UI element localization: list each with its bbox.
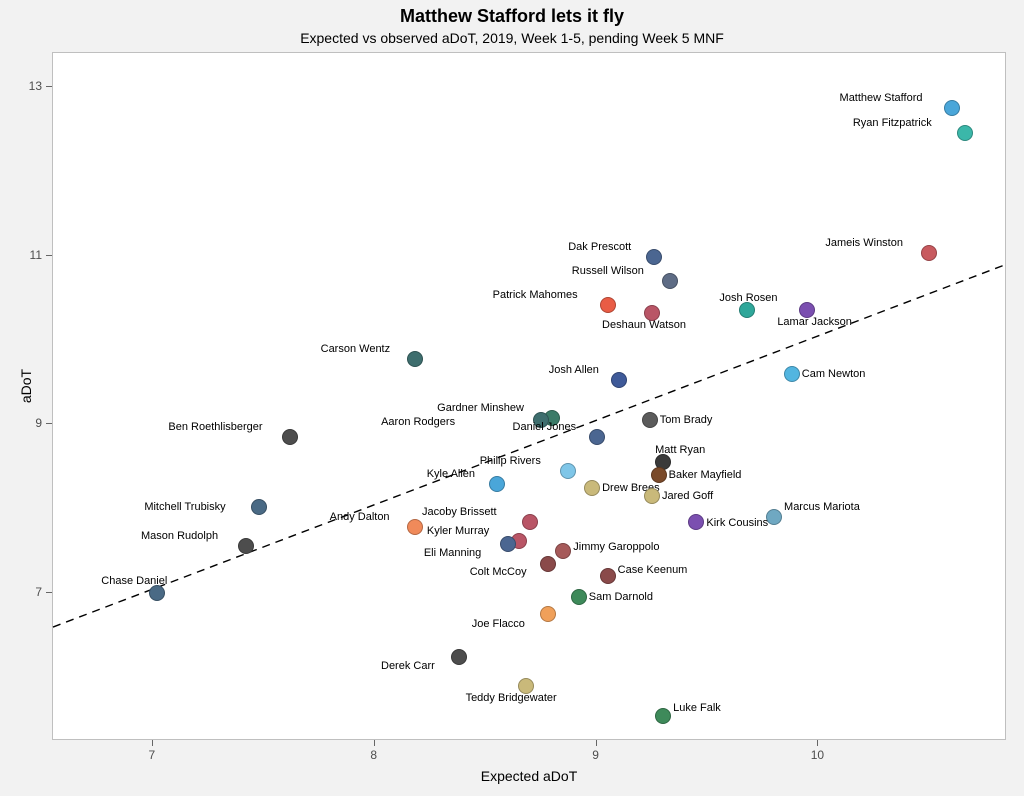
x-axis-label: Expected aDoT [52,768,1006,784]
data-point-label: Baker Mayfield [669,469,742,481]
data-point-label: Case Keenum [618,564,688,576]
x-tick-mark [596,740,597,746]
data-point-label: Derek Carr [381,660,435,672]
data-point-label: Mason Rudolph [141,530,218,542]
data-point-label: Josh Allen [549,364,599,376]
data-point [642,412,658,428]
plot-panel: Matthew Stafford Ryan Fitzpatrick Jameis W… [52,52,1006,740]
data-point [500,536,516,552]
data-point-label: Luke Falk [673,702,721,714]
data-point-label: Jared Goff [662,490,713,502]
x-tick-mark [374,740,375,746]
data-point [611,372,627,388]
data-point [662,273,678,289]
data-point [646,249,662,265]
data-point-label: Kirk Cousins [706,517,768,529]
data-point [651,467,667,483]
data-point [944,100,960,116]
data-point [251,499,267,515]
y-tick-mark [46,255,52,256]
y-tick-mark [46,423,52,424]
x-tick-label: 10 [811,748,824,762]
data-point-label: Carson Wentz [321,343,391,355]
data-point [522,514,538,530]
data-point [451,649,467,665]
y-tick-label: 13 [0,79,42,93]
x-tick-label: 7 [148,748,155,762]
data-point [540,556,556,572]
data-point-label: Teddy Bridgewater [466,692,557,704]
data-point [600,297,616,313]
data-point-label: Philip Rivers [480,455,541,467]
data-point-label: Mitchell Trubisky [144,501,225,513]
chart-title: Matthew Stafford lets it fly [0,6,1024,27]
trendline [53,264,1007,627]
data-point-label: Marcus Mariota [784,501,860,513]
data-point-label: Kyler Murray [427,525,489,537]
data-point [589,429,605,445]
data-point-label: Daniel Jones [513,421,577,433]
data-point [407,519,423,535]
x-tick-label: 9 [592,748,599,762]
data-point [149,585,165,601]
data-point [282,429,298,445]
y-tick-label: 11 [0,248,42,262]
data-point [784,366,800,382]
data-point-label: Ben Roethlisberger [168,421,262,433]
data-point-label: Eli Manning [424,547,481,559]
data-point-label: Matthew Stafford [840,92,923,104]
x-tick-mark [817,740,818,746]
data-point [600,568,616,584]
data-point-label: Patrick Mahomes [493,289,578,301]
data-point-label: Kyle Allen [427,468,475,480]
data-point [766,509,782,525]
data-point-label: Colt McCoy [470,566,527,578]
data-point-label: Aaron Rodgers [381,416,455,428]
data-point-label: Matt Ryan [655,444,705,456]
data-point [489,476,505,492]
x-tick-label: 8 [370,748,377,762]
data-point-label: Dak Prescott [568,241,631,253]
data-point [655,708,671,724]
data-point [555,543,571,559]
data-point-label: Josh Rosen [719,292,777,304]
data-point [584,480,600,496]
data-point-label: Tom Brady [660,414,713,426]
data-point-label: Chase Daniel [101,575,167,587]
data-point [560,463,576,479]
y-tick-mark [46,592,52,593]
data-point [407,351,423,367]
data-point [238,538,254,554]
data-point-label: Jacoby Brissett [422,506,497,518]
data-point-label: Russell Wilson [572,265,644,277]
data-point-label: Andy Dalton [330,511,390,523]
data-point-label: Joe Flacco [472,618,525,630]
data-point-label: Sam Darnold [589,591,653,603]
y-tick-label: 7 [0,585,42,599]
data-point-label: Jameis Winston [825,237,903,249]
plot-svg [53,53,1007,741]
y-tick-label: 9 [0,416,42,430]
data-point-label: Ryan Fitzpatrick [853,117,932,129]
data-point [921,245,937,261]
data-point-label: Jimmy Garoppolo [573,541,659,553]
y-axis-label: aDoT [18,356,34,416]
data-point [571,589,587,605]
data-point [540,606,556,622]
y-tick-mark [46,86,52,87]
data-point-label: Lamar Jackson [777,316,852,328]
x-tick-mark [152,740,153,746]
scatter-chart: Matthew Stafford lets it fly Expected vs… [0,0,1024,796]
chart-subtitle: Expected vs observed aDoT, 2019, Week 1-… [0,30,1024,46]
data-point [957,125,973,141]
data-point-label: Deshaun Watson [602,319,686,331]
data-point-label: Cam Newton [802,368,866,380]
data-point [739,302,755,318]
data-point [644,488,660,504]
data-point [688,514,704,530]
data-point-label: Gardner Minshew [437,402,524,414]
